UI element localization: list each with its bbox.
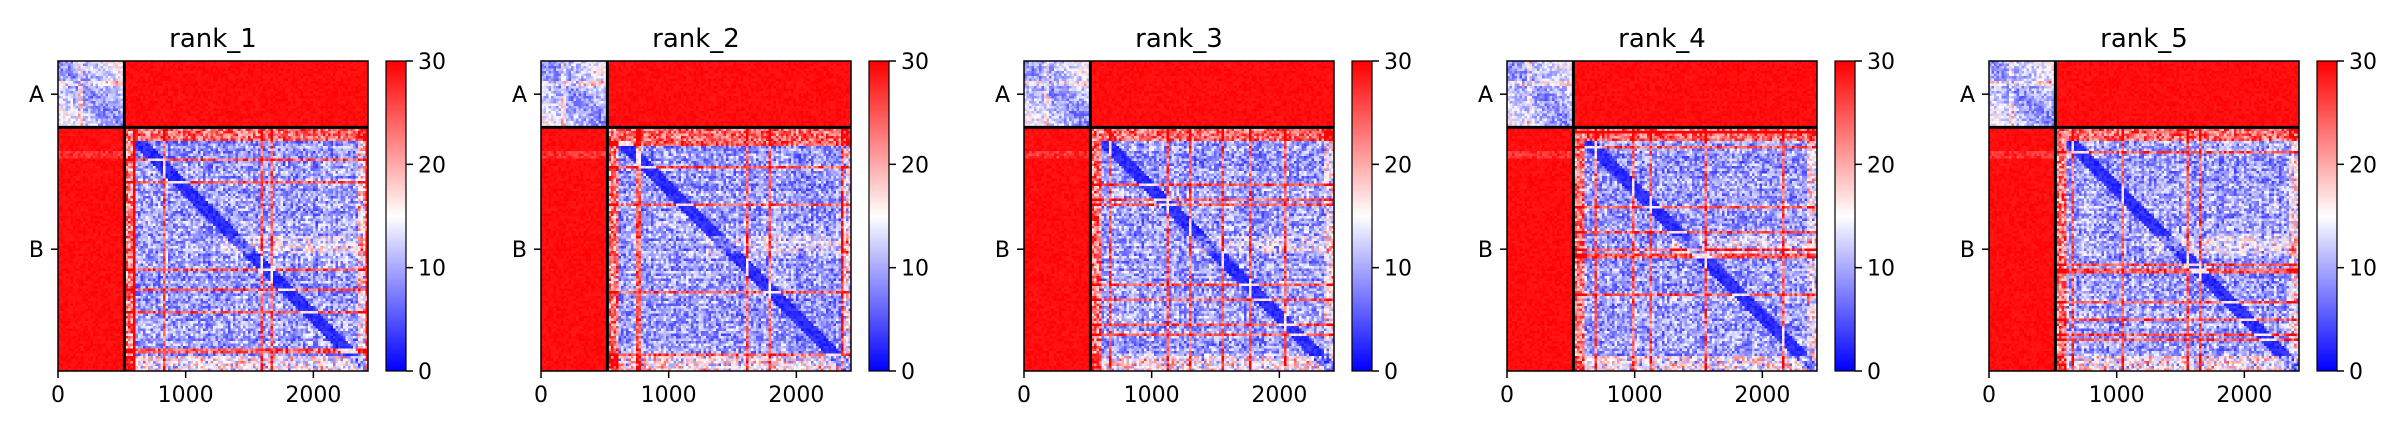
panel-title: rank_1 <box>169 24 257 54</box>
plot-frame <box>1988 60 2300 372</box>
colorbar-tick-label: 10 <box>1384 257 1412 282</box>
colorbar <box>2317 61 2337 371</box>
colorbar-tick-label: 0 <box>901 360 915 385</box>
colorbar-frame <box>385 60 407 372</box>
panel-rank_4: rank_4 0 1000 2000 A B 0 10 20 30 <box>1478 24 1895 408</box>
chain-label: B <box>1960 238 1975 263</box>
colorbar-tick-label: 20 <box>1867 153 1895 178</box>
x-tick-label: 2000 <box>1734 383 1790 408</box>
colorbar-tick-label: 0 <box>1867 360 1881 385</box>
colorbar-tick-label: 20 <box>2349 153 2377 178</box>
panel-title: rank_4 <box>1618 24 1706 54</box>
colorbar-frame <box>868 60 890 372</box>
x-tick-label: 0 <box>1500 383 1514 408</box>
x-tick-label: 1000 <box>1607 383 1663 408</box>
pae-heatmap <box>1989 61 2299 371</box>
panel-title: rank_5 <box>2100 24 2188 54</box>
chain-label: A <box>29 83 44 108</box>
pae-heatmap <box>1507 61 1817 371</box>
pae-heatmap <box>541 61 851 371</box>
colorbar-tick-label: 20 <box>901 153 929 178</box>
chain-label: B <box>995 238 1010 263</box>
chain-label: A <box>1478 83 1493 108</box>
colorbar-tick-label: 20 <box>418 153 446 178</box>
colorbar <box>1835 61 1855 371</box>
x-tick-label: 2000 <box>768 383 824 408</box>
colorbar-tick-label: 30 <box>2349 50 2377 75</box>
x-tick-label: 2000 <box>2216 383 2272 408</box>
colorbar-tick-label: 10 <box>2349 257 2377 282</box>
colorbar-tick-label: 0 <box>1384 360 1398 385</box>
x-tick-label: 0 <box>1017 383 1031 408</box>
colorbar-tick-label: 30 <box>1867 50 1895 75</box>
x-tick-label: 0 <box>51 383 65 408</box>
colorbar-tick-label: 30 <box>901 50 929 75</box>
panel-title: rank_2 <box>652 24 740 54</box>
colorbar-tick-label: 0 <box>418 360 432 385</box>
chain-label: B <box>29 238 44 263</box>
chain-label: A <box>1960 83 1975 108</box>
x-tick-label: 1000 <box>2089 383 2145 408</box>
x-tick-label: 2000 <box>285 383 341 408</box>
plot-frame <box>57 60 369 372</box>
panel-rank_1: rank_1 0 1000 2000 A B 0 10 20 30 <box>29 24 446 408</box>
plot-frame <box>1023 60 1335 372</box>
colorbar-tick-label: 10 <box>901 257 929 282</box>
panel-rank_2: rank_2 0 1000 2000 A B 0 10 20 30 <box>512 24 929 408</box>
chain-label: B <box>1478 238 1493 263</box>
x-tick-label: 0 <box>534 383 548 408</box>
x-tick-label: 1000 <box>158 383 214 408</box>
plot-frame <box>1506 60 1818 372</box>
colorbar-tick-label: 10 <box>1867 257 1895 282</box>
x-tick-label: 0 <box>1982 383 1996 408</box>
colorbar-frame <box>1834 60 1856 372</box>
pae-heatmap <box>1024 61 1334 371</box>
colorbar <box>386 61 406 371</box>
plot-frame <box>540 60 852 372</box>
colorbar-frame <box>1351 60 1373 372</box>
colorbar <box>1352 61 1372 371</box>
x-tick-label: 1000 <box>1124 383 1180 408</box>
colorbar <box>869 61 889 371</box>
colorbar-tick-label: 0 <box>2349 360 2363 385</box>
x-tick-label: 2000 <box>1251 383 1307 408</box>
colorbar-tick-label: 30 <box>1384 50 1412 75</box>
colorbar-tick-label: 20 <box>1384 153 1412 178</box>
panel-rank_5: rank_5 0 1000 2000 A B 0 10 20 30 <box>1960 24 2377 408</box>
panel-title: rank_3 <box>1135 24 1223 54</box>
chain-label: A <box>512 83 527 108</box>
x-tick-label: 1000 <box>641 383 697 408</box>
colorbar-frame <box>2316 60 2338 372</box>
panel-rank_3: rank_3 0 1000 2000 A B 0 10 20 30 <box>995 24 1412 408</box>
chain-label: B <box>512 238 527 263</box>
colorbar-tick-label: 10 <box>418 257 446 282</box>
colorbar-tick-label: 30 <box>418 50 446 75</box>
pae-heatmap <box>58 61 368 371</box>
chain-label: A <box>995 83 1010 108</box>
